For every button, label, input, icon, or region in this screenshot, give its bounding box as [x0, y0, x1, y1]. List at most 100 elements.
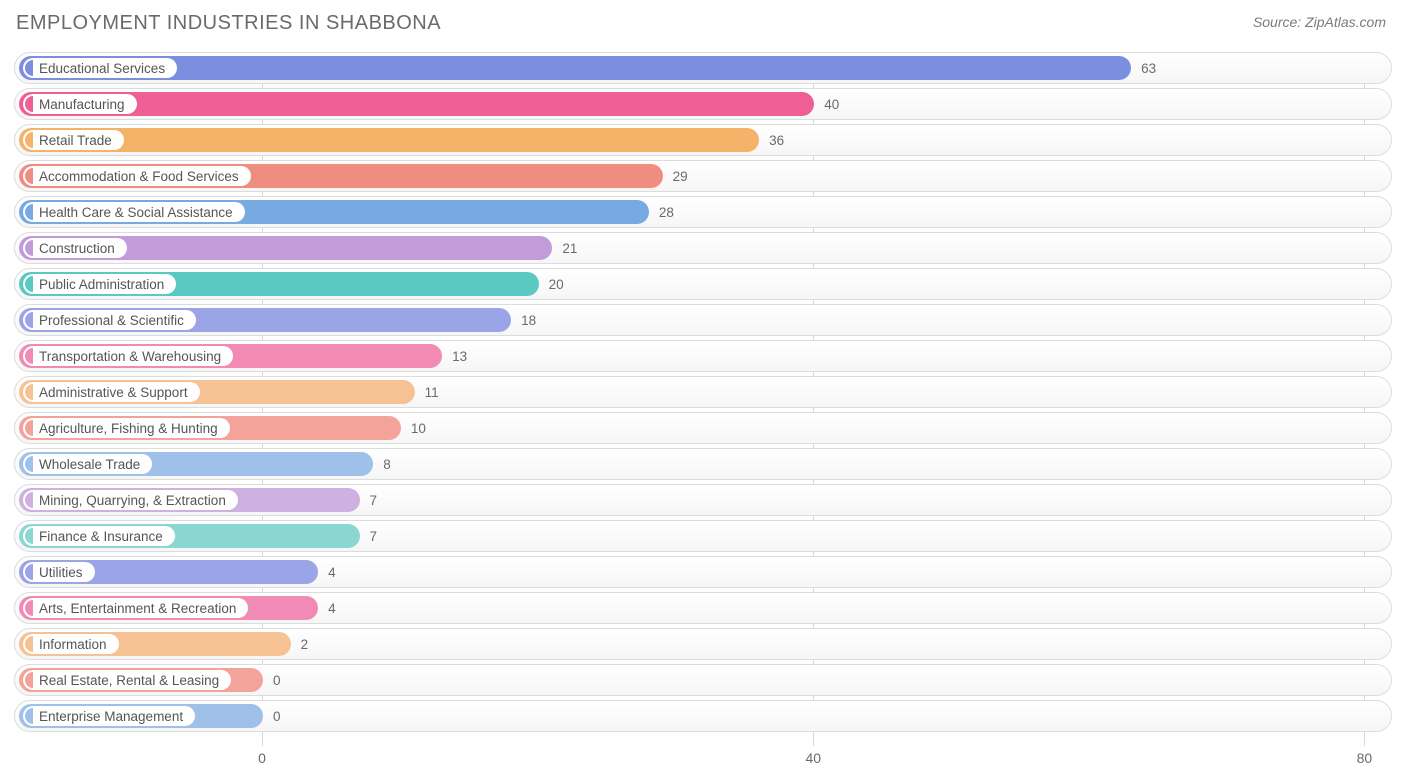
bar-row: Transportation & Warehousing 13: [14, 340, 1392, 372]
bar-category-pill: Utilities: [23, 562, 95, 582]
bar-category-label: Manufacturing: [39, 97, 125, 112]
bar-category-pill: Health Care & Social Assistance: [23, 202, 245, 222]
bar: [19, 128, 759, 152]
bar-category-pill: Administrative & Support: [23, 382, 200, 402]
bar-category-label: Public Administration: [39, 277, 164, 292]
bar-category-pill: Real Estate, Rental & Leasing: [23, 670, 231, 690]
bar-category-label: Arts, Entertainment & Recreation: [39, 601, 236, 616]
bar-category-label: Accommodation & Food Services: [39, 169, 239, 184]
bar-category-pill: Enterprise Management: [23, 706, 195, 726]
bar-category-label: Mining, Quarrying, & Extraction: [39, 493, 226, 508]
bar-category-label: Finance & Insurance: [39, 529, 163, 544]
axis-tick: 40: [805, 750, 821, 766]
chart-source: Source: ZipAtlas.com: [1253, 14, 1386, 30]
pill-accent: [25, 636, 33, 652]
bar-category-label: Construction: [39, 241, 115, 256]
bar-value-label: 21: [552, 233, 577, 263]
bar-row: Manufacturing 40: [14, 88, 1392, 120]
bar-row: Information 2: [14, 628, 1392, 660]
bar-value-label: 28: [649, 197, 674, 227]
bar-row: Real Estate, Rental & Leasing 0: [14, 664, 1392, 696]
pill-accent: [25, 564, 33, 580]
bar: [19, 92, 814, 116]
bar-category-label: Educational Services: [39, 61, 165, 76]
bar-value-label: 13: [442, 341, 467, 371]
bar-row: Finance & Insurance 7: [14, 520, 1392, 552]
bar-value-label: 29: [663, 161, 688, 191]
bar-row: Construction 21: [14, 232, 1392, 264]
bar-value-label: 4: [318, 593, 336, 623]
bar-category-pill: Professional & Scientific: [23, 310, 196, 330]
bar-value-label: 36: [759, 125, 784, 155]
bar-value-label: 63: [1131, 53, 1156, 83]
chart-title: EMPLOYMENT INDUSTRIES IN SHABBONA: [16, 12, 441, 35]
bar-row: Retail Trade 36: [14, 124, 1392, 156]
chart-area: Educational Services63Manufacturing40Ret…: [14, 52, 1392, 746]
bar-category-label: Information: [39, 637, 107, 652]
bar-category-pill: Public Administration: [23, 274, 176, 294]
bar-category-pill: Wholesale Trade: [23, 454, 152, 474]
bar-value-label: 0: [263, 701, 281, 731]
bar-row: Utilities 4: [14, 556, 1392, 588]
bar-value-label: 10: [401, 413, 426, 443]
bar-category-pill: Information: [23, 634, 119, 654]
bar-category-pill: Retail Trade: [23, 130, 124, 150]
bar-row: Accommodation & Food Services 29: [14, 160, 1392, 192]
bar-category-label: Utilities: [39, 565, 83, 580]
bar: [19, 56, 1131, 80]
bar-row: Arts, Entertainment & Recreation 4: [14, 592, 1392, 624]
bar-category-pill: Agriculture, Fishing & Hunting: [23, 418, 230, 438]
bar-row: Professional & Scientific 18: [14, 304, 1392, 336]
pill-accent: [25, 240, 33, 256]
pill-accent: [25, 708, 33, 724]
bar-category-pill: Finance & Insurance: [23, 526, 175, 546]
pill-accent: [25, 420, 33, 436]
bar-value-label: 11: [415, 377, 439, 407]
pill-accent: [25, 348, 33, 364]
bar-category-label: Wholesale Trade: [39, 457, 140, 472]
bar-category-label: Agriculture, Fishing & Hunting: [39, 421, 218, 436]
bar-category-label: Professional & Scientific: [39, 313, 184, 328]
bar-category-pill: Manufacturing: [23, 94, 137, 114]
bar-value-label: 40: [814, 89, 839, 119]
bar-category-pill: Construction: [23, 238, 127, 258]
bar-value-label: 18: [511, 305, 536, 335]
pill-accent: [25, 204, 33, 220]
pill-accent: [25, 492, 33, 508]
pill-accent: [25, 132, 33, 148]
pill-accent: [25, 384, 33, 400]
bar-category-label: Real Estate, Rental & Leasing: [39, 673, 219, 688]
bar-value-label: 2: [291, 629, 309, 659]
bar-category-pill: Arts, Entertainment & Recreation: [23, 598, 248, 618]
pill-accent: [25, 168, 33, 184]
bar-row: Enterprise Management 0: [14, 700, 1392, 732]
axis-tick: 80: [1357, 750, 1373, 766]
bar-category-label: Enterprise Management: [39, 709, 183, 724]
bar-value-label: 0: [263, 665, 281, 695]
bar-category-pill: Mining, Quarrying, & Extraction: [23, 490, 238, 510]
bar-row: Public Administration20: [14, 268, 1392, 300]
bar-category-pill: Accommodation & Food Services: [23, 166, 251, 186]
bar-category-label: Administrative & Support: [39, 385, 188, 400]
bar-value-label: 8: [373, 449, 391, 479]
bar-value-label: 4: [318, 557, 336, 587]
bar-value-label: 7: [360, 521, 378, 551]
bar-value-label: 7: [360, 485, 378, 515]
bar-category-pill: Educational Services: [23, 58, 177, 78]
bar-row: Wholesale Trade 8: [14, 448, 1392, 480]
x-axis: 0 40 80: [14, 750, 1392, 770]
bar-category-label: Retail Trade: [39, 133, 112, 148]
pill-accent: [25, 528, 33, 544]
pill-accent: [25, 312, 33, 328]
bar-row: Agriculture, Fishing & Hunting 10: [14, 412, 1392, 444]
bar-row: Health Care & Social Assistance 28: [14, 196, 1392, 228]
bar-category-pill: Transportation & Warehousing: [23, 346, 233, 366]
bar-category-label: Health Care & Social Assistance: [39, 205, 233, 220]
bar-row: Mining, Quarrying, & Extraction 7: [14, 484, 1392, 516]
bar-row: Educational Services 63: [14, 52, 1392, 84]
axis-tick: 0: [258, 750, 266, 766]
pill-accent: [25, 276, 33, 292]
bar-category-label: Transportation & Warehousing: [39, 349, 221, 364]
pill-accent: [25, 96, 33, 112]
pill-accent: [25, 600, 33, 616]
